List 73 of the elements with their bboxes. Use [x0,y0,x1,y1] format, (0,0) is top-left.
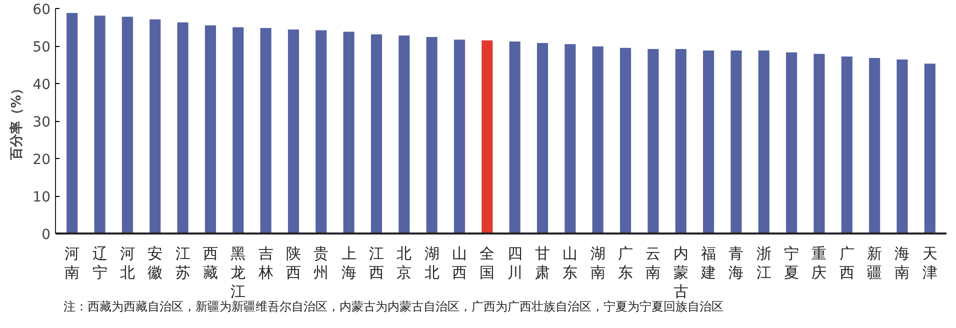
bar [702,50,714,234]
x-tick-label: 辽宁 [92,244,108,282]
bar [509,42,520,234]
bar [150,19,161,234]
bar [896,60,908,234]
bar [786,52,798,234]
x-tick-label: 青海 [728,244,744,282]
bar [426,37,438,234]
bar [370,34,382,234]
y-tick-label: 60 [32,2,51,18]
bar [869,58,880,234]
x-tick-label: 上海 [341,244,356,282]
x-tick-label: 黑龙江 [230,244,246,300]
bar [758,50,770,234]
bar [536,43,548,234]
bar [343,32,354,234]
x-tick-label: 宁夏 [784,244,800,282]
x-tick-label: 陕西 [286,244,301,282]
bar [66,13,78,234]
x-tick-label: 海南 [894,244,910,282]
x-tick-label: 重庆 [812,244,827,282]
x-tick-label: 山西 [452,244,467,282]
y-tick-label: 0 [42,227,51,243]
x-tick-label: 湖南 [590,244,606,282]
y-tick-label: 20 [32,152,51,168]
bar [620,48,632,234]
x-tick-label: 西藏 [202,244,218,282]
x-tick-label: 天津 [922,244,938,282]
text: 注：西藏为西藏自治区，新疆为新疆维吾尔自治区，内蒙古为内蒙古自治区，广西为广西壮族自治区，宁夏为宁夏回族自治区 [64,300,724,314]
bar [675,49,686,234]
y-tick-label: 40 [32,77,51,93]
x-tick-label: 甘肃 [535,244,550,282]
x-tick-label: 安徽 [148,244,163,282]
bar [730,50,742,234]
x-tick-label: 浙江 [756,244,772,282]
bar [260,28,272,234]
bar [177,22,188,234]
y-tick-label: 30 [32,114,51,130]
x-tick-label: 湖北 [424,244,440,282]
x-tick-label: 云南 [646,244,661,282]
bar [924,64,936,234]
bar [94,16,106,234]
bar [454,40,466,234]
x-tick-label: 河南 [64,244,80,282]
x-tick-label: 山东 [562,244,578,282]
x-tick-label: 新疆 [867,244,882,282]
bar [482,40,493,234]
x-tick-label: 全国 [480,244,495,282]
bar [814,54,825,234]
bar [316,30,327,234]
x-tick-label: 江西 [368,244,384,282]
bar [288,30,300,234]
x-tick-label: 贵州 [314,244,329,282]
bar [648,49,659,234]
x-tick-label: 江苏 [175,244,190,282]
bar [122,16,133,234]
y-axis-title: 百分率（%） [8,82,25,162]
y-tick-label: 50 [32,40,51,56]
x-tick-label: 北京 [396,244,412,282]
bar [398,36,410,234]
x-tick-label: 广西 [839,244,854,282]
x-tick-label: 内蒙古 [673,244,688,300]
x-tick-label: 吉林 [257,244,274,282]
bar [592,46,604,234]
x-tick-label: 河北 [120,244,135,282]
bar [204,25,216,234]
bar [564,44,576,234]
x-tick-label: 四川 [507,244,522,282]
x-tick-label: 福建 [700,244,716,282]
bar [841,56,852,234]
bar [232,27,244,234]
y-tick-label: 10 [32,190,51,206]
x-tick-label: 广东 [618,244,634,282]
